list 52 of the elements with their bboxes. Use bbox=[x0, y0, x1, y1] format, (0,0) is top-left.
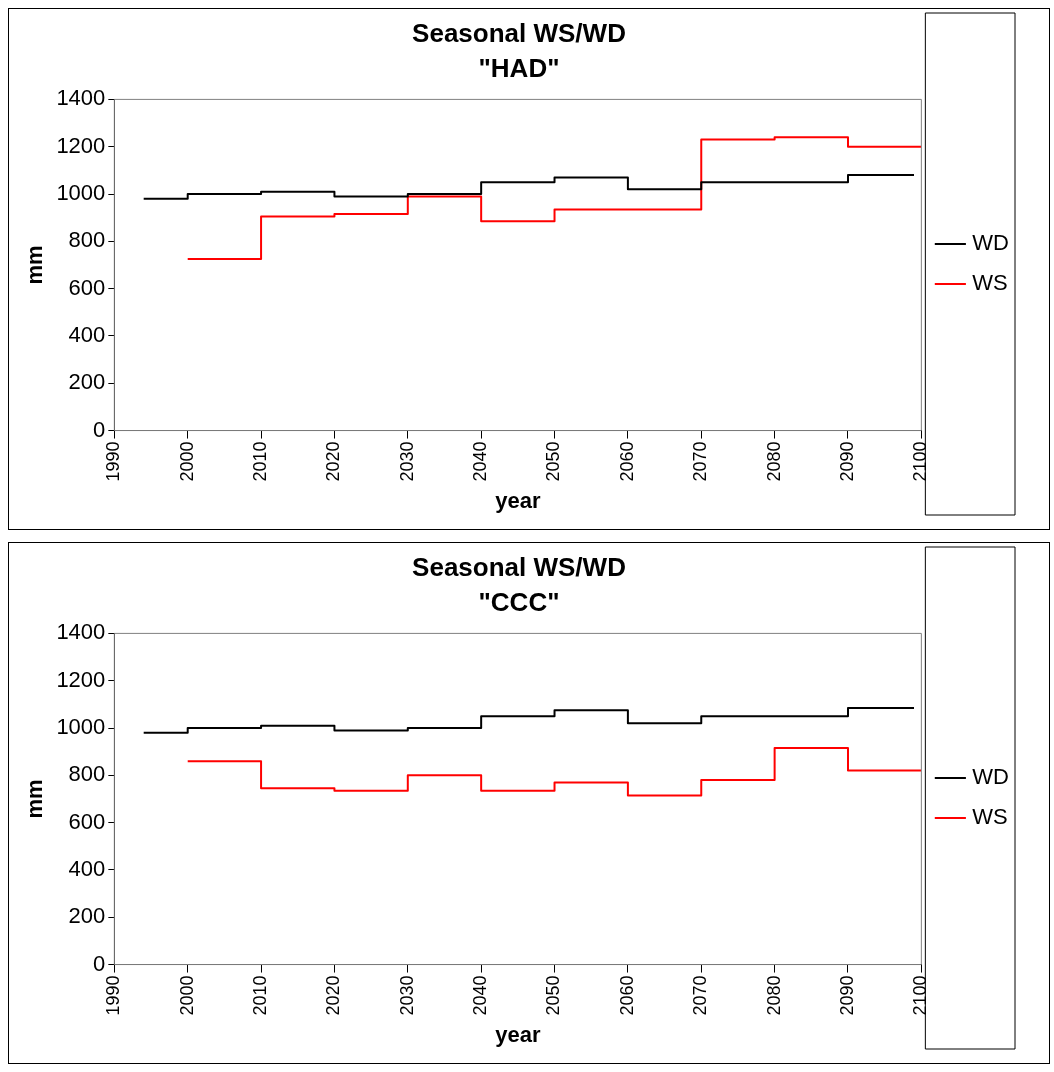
x-tick-label: 2100 bbox=[910, 441, 931, 482]
x-tick-label: 2070 bbox=[690, 441, 711, 482]
y-tick-label: 400 bbox=[68, 856, 106, 881]
x-tick-label: 2090 bbox=[836, 441, 857, 482]
x-axis-title: year bbox=[495, 487, 541, 513]
x-tick-label: 2040 bbox=[470, 975, 491, 1016]
x-tick-label: 2000 bbox=[176, 441, 197, 482]
y-tick-label: 1000 bbox=[56, 180, 106, 206]
x-tick-label: 2030 bbox=[396, 441, 417, 482]
chart-subtitle: "HAD" bbox=[478, 52, 560, 83]
y-tick-label: 800 bbox=[68, 227, 106, 253]
y-tick-label: 200 bbox=[68, 903, 106, 929]
y-tick-label: 800 bbox=[68, 761, 106, 787]
legend-label: WS bbox=[972, 270, 1008, 296]
x-tick-label: 2100 bbox=[910, 975, 931, 1016]
y-tick-label: 0 bbox=[93, 416, 106, 442]
y-tick-label: 1000 bbox=[56, 714, 106, 740]
x-tick-label: 2030 bbox=[396, 975, 417, 1016]
x-tick-label: 2050 bbox=[543, 975, 564, 1016]
y-axis-title: mm bbox=[22, 245, 48, 285]
y-tick-label: 1400 bbox=[56, 85, 106, 111]
x-tick-label: 2080 bbox=[763, 975, 784, 1016]
x-tick-label: 2000 bbox=[176, 975, 197, 1016]
chart-title: Seasonal WS/WD bbox=[412, 17, 626, 48]
y-tick-label: 200 bbox=[68, 369, 106, 395]
y-axis-title: mm bbox=[22, 779, 48, 819]
y-tick-label: 600 bbox=[68, 274, 106, 300]
legend-label: WS bbox=[972, 804, 1008, 830]
x-tick-label: 1990 bbox=[103, 441, 124, 482]
y-tick-label: 1400 bbox=[56, 619, 106, 645]
x-tick-label: 2020 bbox=[323, 975, 344, 1016]
chart-subtitle: "CCC" bbox=[478, 586, 560, 617]
x-tick-label: 2050 bbox=[543, 441, 564, 482]
y-tick-label: 0 bbox=[93, 950, 106, 976]
x-axis-title: year bbox=[495, 1021, 541, 1047]
x-tick-label: 2060 bbox=[616, 441, 637, 482]
x-tick-label: 2010 bbox=[250, 441, 271, 482]
x-tick-label: 2060 bbox=[616, 975, 637, 1016]
x-tick-label: 2040 bbox=[470, 441, 491, 482]
y-tick-label: 400 bbox=[68, 322, 106, 347]
y-tick-label: 600 bbox=[68, 808, 106, 834]
chart-title: Seasonal WS/WD bbox=[412, 551, 626, 582]
legend-label: WD bbox=[972, 764, 1009, 790]
y-tick-label: 1200 bbox=[56, 132, 106, 158]
x-tick-label: 1990 bbox=[103, 975, 124, 1016]
x-tick-label: 2090 bbox=[836, 975, 857, 1016]
x-tick-label: 2080 bbox=[763, 441, 784, 482]
x-tick-label: 2020 bbox=[323, 441, 344, 482]
y-tick-label: 1200 bbox=[56, 666, 106, 692]
x-tick-label: 2010 bbox=[250, 975, 271, 1016]
x-tick-label: 2070 bbox=[690, 975, 711, 1016]
legend-label: WD bbox=[972, 230, 1009, 256]
